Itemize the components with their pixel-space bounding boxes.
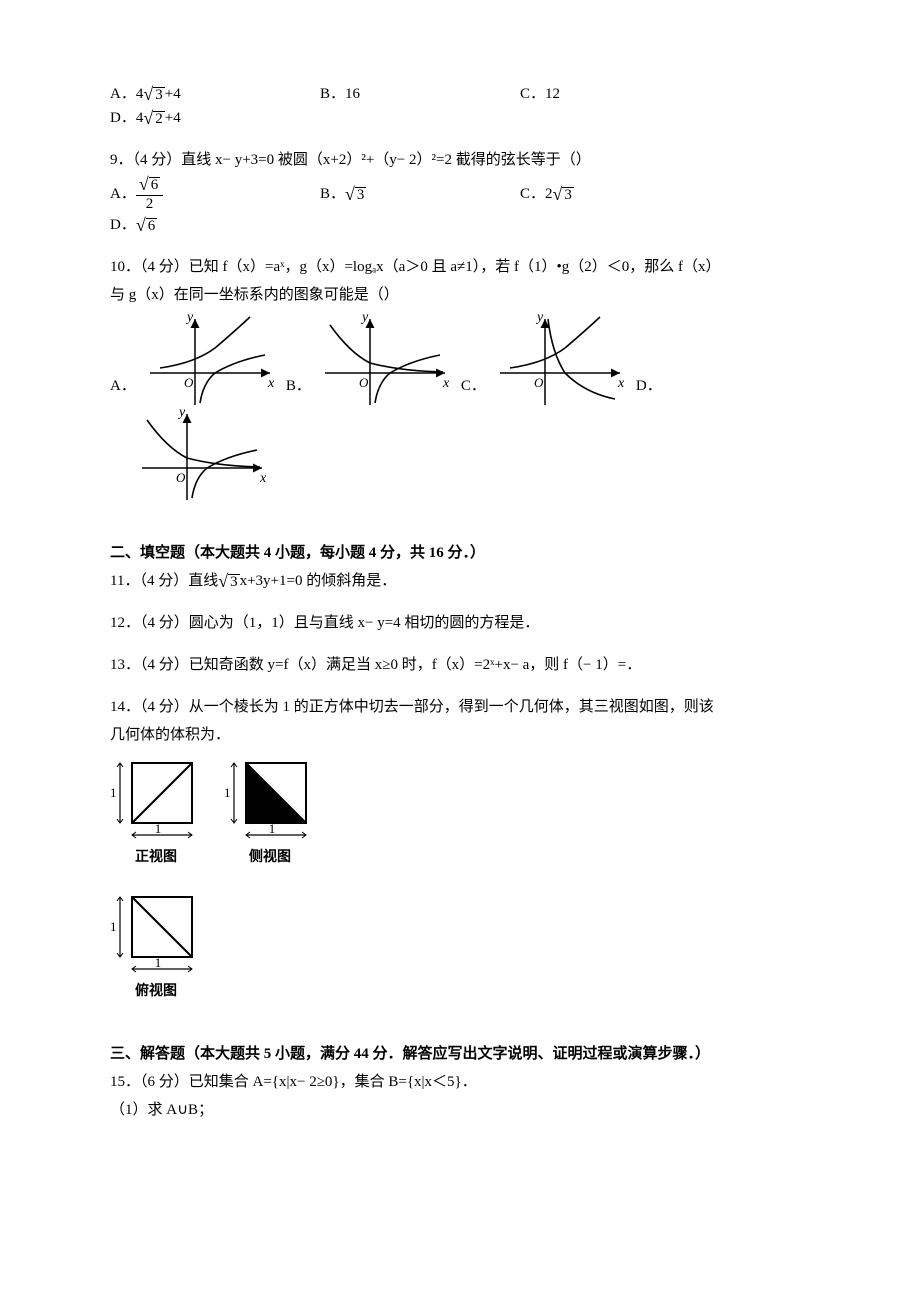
sqrt-icon: √3: [218, 572, 239, 590]
q15-line1: 15．（6 分）已知集合 A={x|x− 2≥0}，集合 B={x|x＜5}．: [110, 1070, 820, 1094]
graph-d-svg: y x O: [132, 408, 272, 503]
q10-stem-line1: 10．（4 分）已知 f（x）=aˣ，g（x）=logₐx（a＞0 且 a≠1）…: [110, 255, 820, 279]
option-label: A．: [110, 374, 136, 408]
q9-option-a: A． √6 2: [110, 174, 320, 213]
section-3-heading: 三、解答题（本大题共 5 小题，满分 44 分．解答应写出文字说明、证明过程或演…: [110, 1042, 820, 1066]
q8-option-c: C． 12: [520, 82, 730, 106]
side-view-svg: 1 1: [224, 753, 316, 845]
sqrt-icon: √3: [553, 185, 574, 203]
svg-text:1: 1: [110, 919, 117, 934]
q14-line2: 几何体的体积为．: [110, 723, 820, 747]
q10-option-d-label: D．: [636, 374, 666, 408]
q9-stem: 9．（4 分）直线 x− y+3=0 被圆（x+2）²+（y− 2）²=2 截得…: [110, 148, 820, 172]
front-view-svg: 1 1: [110, 753, 202, 845]
top-view-svg: 1 1: [110, 887, 202, 979]
q12: 12．（4 分）圆心为（1，1）且与直线 x− y=4 相切的圆的方程是．: [110, 611, 820, 635]
svg-text:x: x: [267, 376, 275, 391]
q8-options: A． 4 √3 +4 B． 16 C． 12 D． 4 √2 +4: [110, 82, 820, 130]
svg-text:y: y: [360, 313, 369, 325]
q11-post: x+3y+1=0 的倾斜角是．: [240, 569, 397, 593]
svg-text:x: x: [259, 471, 267, 486]
front-view-label: 正视图: [135, 847, 177, 869]
q10-graph-b: B． y x O: [286, 313, 455, 408]
coef: 2: [545, 182, 553, 206]
q11-pre: 11．（4 分）直线: [110, 569, 218, 593]
option-label: C．: [520, 82, 545, 106]
coef: 4: [136, 82, 144, 106]
q14-line1: 14．（4 分）从一个棱长为 1 的正方体中切去一部分，得到一个几何体，其三视图…: [110, 695, 820, 719]
q13: 13．（4 分）已知奇函数 y=f（x）满足当 x≥0 时，f（x）=2ˣ+x−…: [110, 653, 820, 677]
svg-text:1: 1: [155, 955, 162, 970]
svg-text:O: O: [184, 375, 194, 390]
q10-stem-line2: 与 g（x）在同一坐标系内的图象可能是（）: [110, 283, 820, 307]
tail: +4: [165, 106, 181, 130]
option-label: D．: [636, 374, 662, 408]
svg-text:y: y: [185, 313, 194, 325]
svg-text:O: O: [534, 375, 544, 390]
option-label: B．: [286, 374, 311, 408]
option-label: B．: [320, 182, 345, 206]
top-view-label: 俯视图: [135, 981, 177, 1003]
sqrt-icon: √3: [143, 85, 164, 103]
svg-text:y: y: [535, 313, 544, 325]
tail: +4: [165, 82, 181, 106]
side-view: 1 1 侧视图: [224, 753, 316, 869]
sqrt-icon: √2: [143, 109, 164, 127]
option-label: C．: [520, 182, 545, 206]
q8-option-a: A． 4 √3 +4: [110, 82, 320, 106]
svg-text:1: 1: [224, 785, 231, 800]
sqrt-icon: √6: [136, 216, 157, 234]
graph-c-svg: y x O: [490, 313, 630, 408]
fraction: √6 2: [136, 174, 163, 213]
section-2-heading: 二、填空题（本大题共 4 小题，每小题 4 分，共 16 分．）: [110, 541, 820, 565]
svg-text:1: 1: [269, 821, 276, 836]
svg-text:y: y: [177, 408, 186, 420]
svg-text:1: 1: [155, 821, 162, 836]
top-view: 1 1 俯视图: [110, 887, 202, 1003]
option-label: A．: [110, 182, 136, 206]
option-label: A．: [110, 82, 136, 106]
q14-three-views: 1 1 正视图 1 1 侧视图: [110, 753, 370, 1004]
value: 16: [345, 82, 360, 106]
front-view: 1 1 正视图: [110, 753, 202, 869]
q9-option-b: B． √3: [320, 182, 520, 206]
q10-graph-c: C． y x O: [461, 313, 630, 408]
value: 12: [545, 82, 560, 106]
option-label: B．: [320, 82, 345, 106]
svg-text:O: O: [176, 470, 186, 485]
svg-text:x: x: [617, 376, 625, 391]
graph-a-svg: y x O: [140, 313, 280, 408]
q10-graph-a: A． y x O: [110, 313, 280, 408]
coef: 4: [136, 106, 144, 130]
option-label: D．: [110, 213, 136, 237]
q11: 11．（4 分）直线 √3 x+3y+1=0 的倾斜角是．: [110, 569, 820, 593]
graph-b-svg: y x O: [315, 313, 455, 408]
q15-line2: （1）求 A∪B；: [110, 1098, 820, 1122]
svg-text:x: x: [442, 376, 450, 391]
svg-text:O: O: [359, 375, 369, 390]
option-label: D．: [110, 106, 136, 130]
q8-option-d: D． 4 √2 +4: [110, 106, 250, 130]
svg-text:1: 1: [110, 785, 117, 800]
option-label: C．: [461, 374, 486, 408]
q9-options: A． √6 2 B． √3 C． 2 √3 D． √6: [110, 174, 820, 237]
q8-option-b: B． 16: [320, 82, 520, 106]
q10-graph-d: y x O: [132, 408, 272, 503]
sqrt-icon: √3: [345, 185, 366, 203]
q9-option-d: D． √6: [110, 213, 250, 237]
q10-graphs: A． y x O B． y x O C．: [110, 313, 820, 503]
q9-option-c: C． 2 √3: [520, 182, 730, 206]
side-view-label: 侧视图: [249, 847, 291, 869]
